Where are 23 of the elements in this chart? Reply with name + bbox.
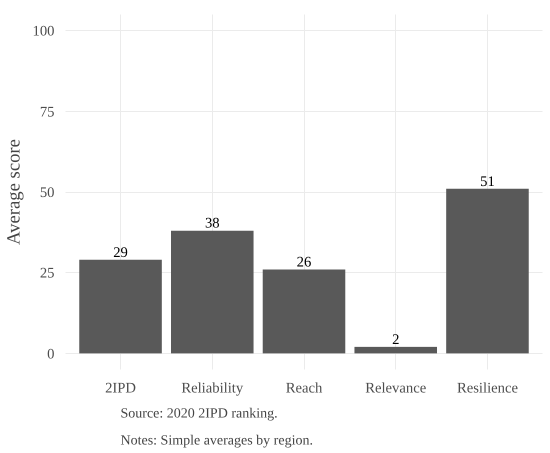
x-tick-label: 2IPD [105,380,136,396]
bar [262,269,346,354]
data-label: 26 [296,254,312,270]
data-label: 29 [113,244,128,261]
bar [170,230,254,354]
x-tick-label: Reliability [181,380,244,396]
bar [446,188,529,354]
x-tick-label: Relevance [365,380,426,396]
y-tick-label: 100 [32,24,54,40]
data-label: 2 [392,332,400,348]
y-tick-label: 75 [40,104,54,120]
x-tick-label: Reach [286,380,323,396]
x-tick-label: Resilience [456,380,518,396]
source-note: Source: 2020 2IPD ranking. [120,406,278,422]
y-tick-label: 0 [47,346,54,362]
bar [79,260,162,354]
text: Notes: Simple averages by region. [120,434,313,448]
data-label: 38 [204,216,220,232]
data-label: 51 [480,174,495,190]
y-tick-label: 50 [40,185,54,201]
bar [354,346,438,354]
y-tick-label: 25 [40,266,54,282]
y-axis-title: Average score [4,139,25,245]
